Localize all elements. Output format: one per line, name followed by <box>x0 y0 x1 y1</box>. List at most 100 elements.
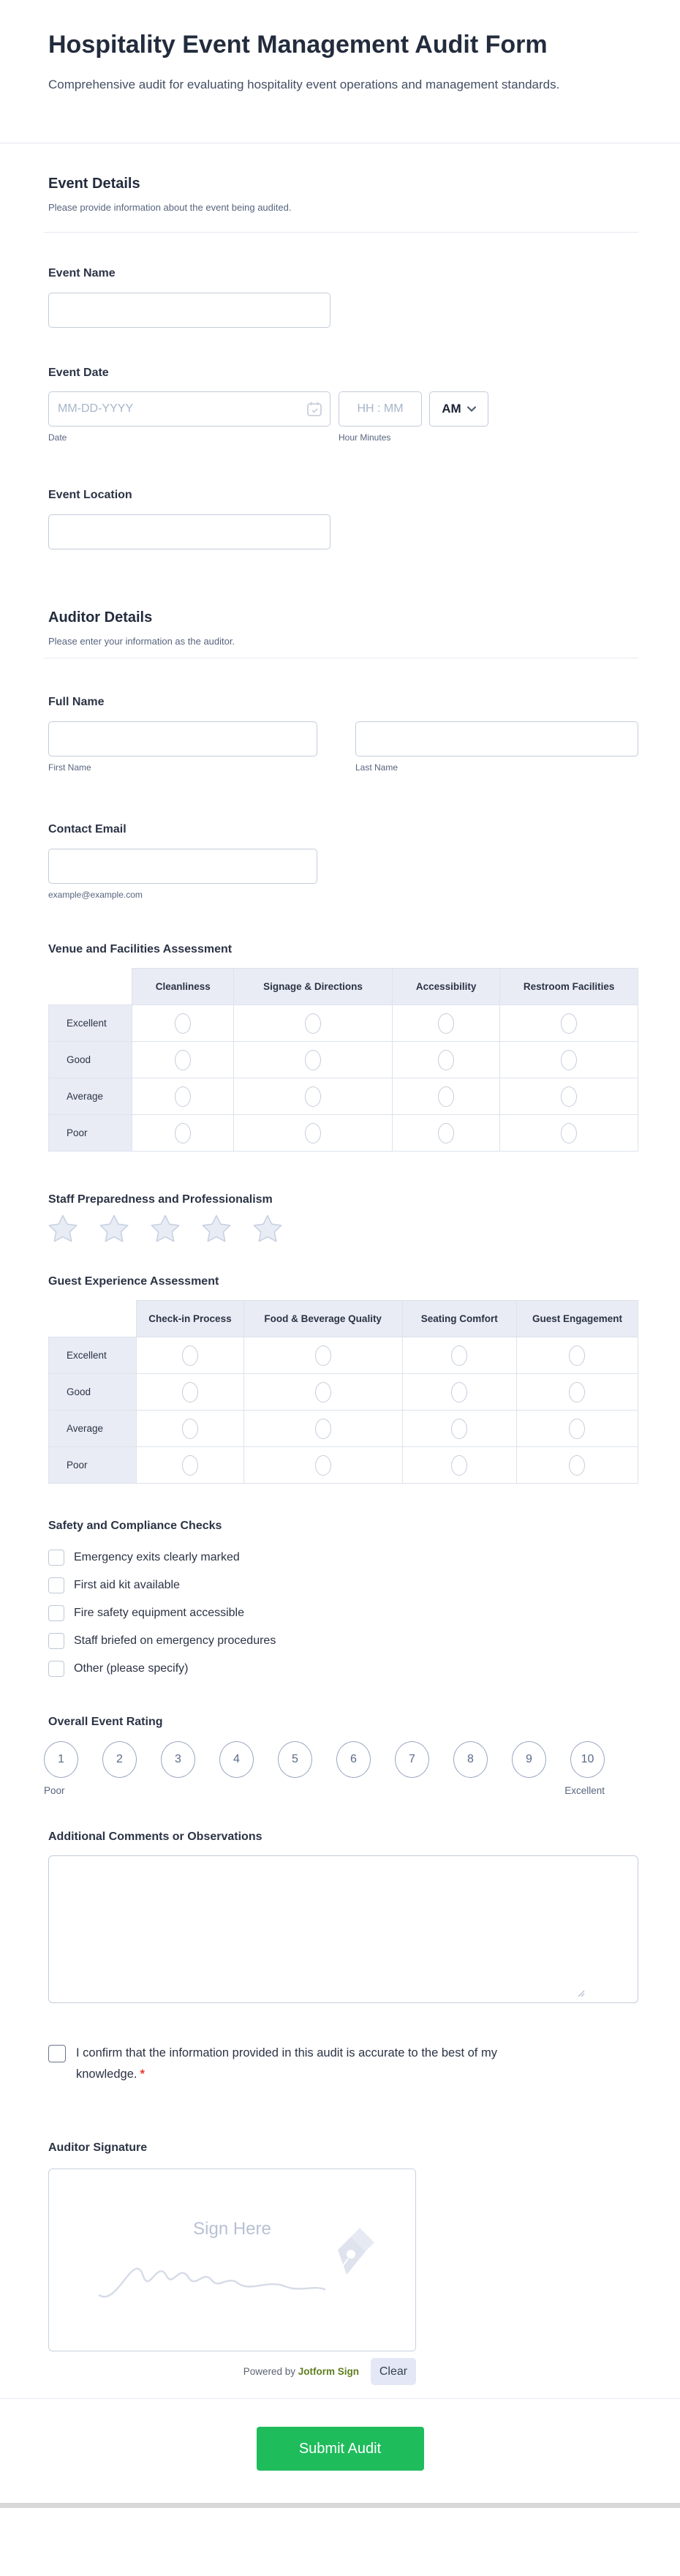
rating-option-4[interactable]: 4 <box>219 1741 254 1778</box>
signature-squiggle-icon <box>98 2228 374 2298</box>
rating-option-1[interactable]: 1 <box>44 1741 78 1778</box>
date-sublabel: Date <box>48 432 67 443</box>
radio-guest-excellent-food[interactable] <box>314 1345 331 1366</box>
checkbox-other[interactable] <box>48 1661 64 1677</box>
radio-guest-good-checkin[interactable] <box>181 1381 198 1402</box>
radio-venue-excellent-signage[interactable] <box>304 1013 321 1034</box>
event-details-subtext: Please provide information about the eve… <box>48 202 292 213</box>
checkbox-staff-briefed[interactable] <box>48 1633 64 1649</box>
radio-venue-poor-cleanliness[interactable] <box>175 1122 192 1144</box>
radio-venue-good-signage[interactable] <box>304 1049 321 1070</box>
radio-venue-good-restroom[interactable] <box>561 1049 578 1070</box>
required-asterisk: * <box>140 2068 145 2081</box>
rating-option-6[interactable]: 6 <box>336 1741 371 1778</box>
radio-guest-average-food[interactable] <box>314 1418 331 1439</box>
checkbox-label: Fire safety equipment accessible <box>74 1607 244 1619</box>
radio-guest-excellent-seating[interactable] <box>451 1345 468 1366</box>
radio-venue-average-signage[interactable] <box>304 1086 321 1107</box>
checkbox-label: Staff briefed on emergency procedures <box>74 1634 276 1647</box>
last-name-input[interactable] <box>355 721 638 756</box>
radio-venue-average-restroom[interactable] <box>561 1086 578 1107</box>
confirmation-text: I confirm that the information provided … <box>76 2046 497 2081</box>
contact-email-input[interactable] <box>48 849 317 884</box>
event-time-input[interactable] <box>339 391 422 427</box>
scale-left-label: Poor <box>44 1785 65 1796</box>
time-sublabel: Hour Minutes <box>339 432 391 443</box>
rating-option-10[interactable]: 10 <box>570 1741 605 1778</box>
powered-by-text: Powered by Jotform Sign <box>243 2366 359 2377</box>
radio-venue-average-accessibility[interactable] <box>438 1086 455 1107</box>
radio-venue-poor-accessibility[interactable] <box>438 1122 455 1144</box>
checkbox-first-aid[interactable] <box>48 1577 64 1593</box>
venue-col-header: Cleanliness <box>132 968 235 1005</box>
radio-guest-average-checkin[interactable] <box>181 1418 198 1439</box>
radio-venue-good-cleanliness[interactable] <box>175 1049 192 1070</box>
star-icon[interactable] <box>48 1214 78 1242</box>
event-name-input[interactable] <box>48 293 330 328</box>
radio-venue-excellent-cleanliness[interactable] <box>175 1013 192 1034</box>
event-date-input[interactable] <box>48 391 330 427</box>
jotform-sign-brand: Jotform Sign <box>298 2366 359 2377</box>
guest-row-label: Average <box>48 1410 137 1447</box>
radio-guest-average-seating[interactable] <box>451 1418 468 1439</box>
checkbox-emergency-exits[interactable] <box>48 1550 64 1566</box>
venue-matrix-table: Cleanliness Signage & Directions Accessi… <box>48 968 638 1152</box>
radio-venue-average-cleanliness[interactable] <box>175 1086 192 1107</box>
radio-guest-poor-seating[interactable] <box>451 1454 468 1476</box>
radio-guest-good-food[interactable] <box>314 1381 331 1402</box>
radio-venue-poor-restroom[interactable] <box>561 1122 578 1144</box>
rating-option-3[interactable]: 3 <box>161 1741 195 1778</box>
staff-rating-label: Staff Preparedness and Professionalism <box>48 1193 273 1206</box>
auditor-details-subtext: Please enter your information as the aud… <box>48 636 235 647</box>
submit-audit-button[interactable]: Submit Audit <box>256 2427 424 2471</box>
list-item: First aid kit available <box>48 1571 680 1599</box>
resize-handle[interactable] <box>576 1989 585 1997</box>
star-icon[interactable] <box>202 1214 231 1242</box>
audit-form-page: Hospitality Event Management Audit Form … <box>0 31 680 2508</box>
ampm-select[interactable]: AM <box>429 391 488 427</box>
matrix-corner-cell <box>49 969 132 1005</box>
guest-col-header: Guest Engagement <box>515 1300 639 1337</box>
clear-signature-button[interactable]: Clear <box>371 2358 416 2385</box>
radio-guest-good-seating[interactable] <box>451 1381 468 1402</box>
rating-option-7[interactable]: 7 <box>395 1741 429 1778</box>
footer-divider <box>0 2398 680 2399</box>
contact-email-label: Contact Email <box>48 823 126 835</box>
divider <box>44 232 638 233</box>
checkbox-label: First aid kit available <box>74 1579 180 1591</box>
auditor-details-heading: Auditor Details <box>48 609 153 626</box>
signature-pad[interactable]: Sign Here <box>48 2168 416 2351</box>
guest-row-label: Poor <box>48 1446 137 1484</box>
checkbox-label: Emergency exits clearly marked <box>74 1551 240 1563</box>
first-name-input[interactable] <box>48 721 317 756</box>
rating-option-2[interactable]: 2 <box>102 1741 137 1778</box>
radio-guest-excellent-engagement[interactable] <box>569 1345 586 1366</box>
radio-guest-average-engagement[interactable] <box>569 1418 586 1439</box>
page-bottom-strip <box>0 2503 680 2508</box>
event-location-input[interactable] <box>48 514 330 549</box>
table-row: Average <box>48 1078 638 1115</box>
star-icon[interactable] <box>253 1214 282 1242</box>
venue-col-header: Accessibility <box>391 968 501 1005</box>
star-icon[interactable] <box>99 1214 129 1242</box>
radio-guest-poor-checkin[interactable] <box>181 1454 198 1476</box>
radio-venue-excellent-restroom[interactable] <box>561 1013 578 1034</box>
radio-guest-poor-engagement[interactable] <box>569 1454 586 1476</box>
checkbox-confirm-accuracy[interactable] <box>48 2045 66 2062</box>
comments-textarea[interactable] <box>48 1855 638 2003</box>
star-icon[interactable] <box>151 1214 180 1242</box>
rating-option-8[interactable]: 8 <box>453 1741 488 1778</box>
list-item: Fire safety equipment accessible <box>48 1599 680 1627</box>
radio-venue-excellent-accessibility[interactable] <box>438 1013 455 1034</box>
radio-guest-good-engagement[interactable] <box>569 1381 586 1402</box>
radio-guest-excellent-checkin[interactable] <box>181 1345 198 1366</box>
rating-option-9[interactable]: 9 <box>512 1741 546 1778</box>
rating-option-5[interactable]: 5 <box>278 1741 312 1778</box>
radio-guest-poor-food[interactable] <box>314 1454 331 1476</box>
checkbox-fire-safety[interactable] <box>48 1605 64 1621</box>
radio-venue-good-accessibility[interactable] <box>438 1049 455 1070</box>
pen-nib-icon <box>337 2228 374 2275</box>
guest-table-heading: Guest Experience Assessment <box>48 1275 219 1288</box>
radio-venue-poor-signage[interactable] <box>304 1122 321 1144</box>
table-row: Good <box>48 1373 639 1411</box>
